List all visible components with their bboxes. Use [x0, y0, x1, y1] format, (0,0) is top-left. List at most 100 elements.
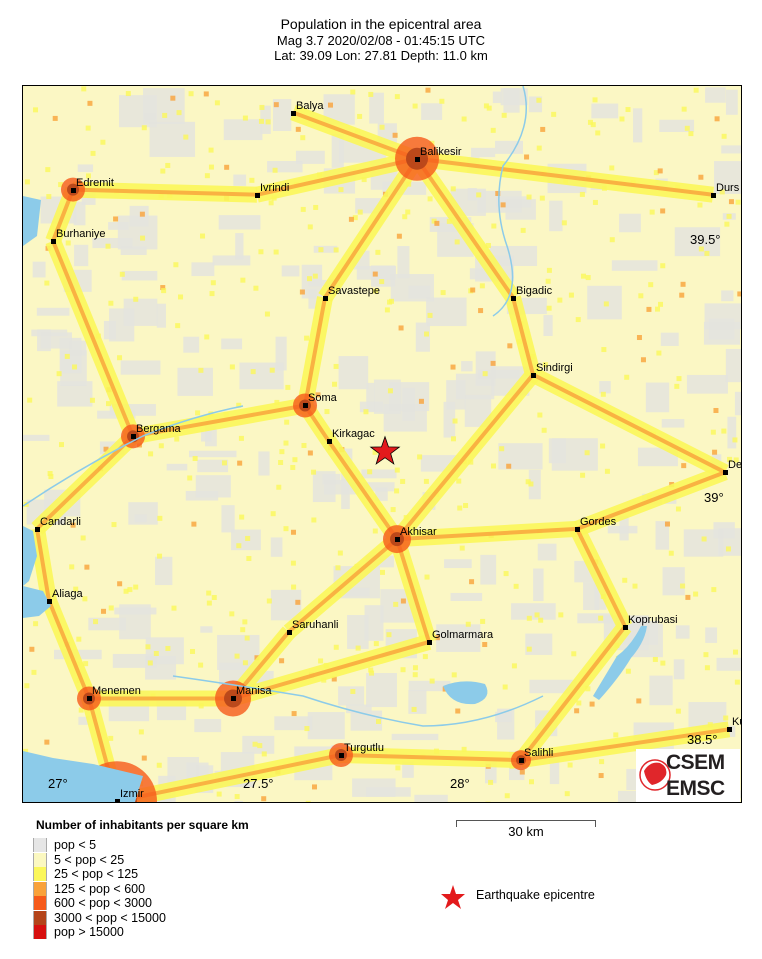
lat-label: 39° [704, 490, 724, 505]
sparse-area [492, 91, 502, 104]
populated-cell [693, 591, 699, 597]
city-marker [415, 156, 420, 162]
populated-cell [511, 663, 517, 669]
city-label: Menemen [92, 685, 141, 698]
populated-cell [301, 442, 307, 448]
populated-cell [459, 545, 465, 551]
populated-cell [338, 187, 344, 193]
road [47, 600, 91, 700]
populated-cell [528, 481, 534, 487]
populated-cell [640, 357, 646, 363]
populated-cell [171, 605, 177, 611]
populated-cell [119, 271, 125, 277]
populated-cell [609, 237, 615, 243]
populated-cell [546, 305, 552, 311]
populated-cell [469, 579, 475, 585]
populated-cell [200, 233, 206, 239]
sparse-area [270, 537, 283, 557]
legend-swatch [33, 910, 47, 925]
populated-cell [173, 262, 179, 268]
populated-cell [285, 384, 291, 390]
populated-cell [108, 300, 114, 306]
populated-cell [133, 584, 139, 590]
legend-label: 5 < pop < 25 [54, 852, 125, 867]
populated-cell [188, 91, 194, 97]
populated-cell [424, 331, 430, 337]
sparse-area [330, 587, 370, 597]
legend-label: pop > 15000 [54, 925, 124, 939]
city-marker [131, 434, 136, 440]
populated-cell [250, 369, 256, 375]
populated-cell [490, 463, 496, 469]
road [511, 297, 535, 376]
populated-cell [384, 307, 390, 313]
populated-cell [519, 769, 525, 775]
city-label: Soma [308, 392, 337, 405]
populated-cell [192, 455, 198, 461]
city-marker [115, 799, 120, 802]
populated-cell [240, 277, 246, 283]
sparse-area [443, 401, 456, 438]
populated-cell [83, 661, 89, 667]
sparse-area [239, 362, 284, 390]
populated-cell [195, 410, 201, 416]
road [132, 403, 306, 439]
populated-cell [595, 130, 601, 136]
populated-cell [261, 751, 267, 757]
road [416, 156, 714, 197]
populated-cell [536, 97, 542, 103]
legend-label: 25 < pop < 125 [54, 867, 139, 881]
sparse-area [366, 673, 397, 708]
populated-cell [423, 478, 429, 484]
lat-label: 38.5° [687, 732, 718, 747]
road [303, 297, 327, 406]
sparse-area [346, 704, 372, 714]
populated-cell [394, 94, 400, 100]
city-label: Balya [296, 99, 324, 112]
legend-title: Number of inhabitants per square km [36, 818, 249, 832]
populated-cell [153, 650, 159, 656]
populated-cell [295, 599, 301, 605]
populated-cell [501, 112, 507, 118]
populated-cell [259, 104, 265, 110]
sparse-area [549, 753, 560, 785]
sparse-area [498, 443, 543, 470]
sparse-area [675, 625, 690, 639]
road [532, 372, 726, 475]
city-marker [511, 295, 516, 301]
populated-cell [165, 162, 171, 168]
populated-cell [258, 249, 264, 255]
populated-cell [625, 107, 631, 113]
sparse-area [183, 336, 200, 353]
road [51, 240, 135, 438]
sparse-area [338, 686, 365, 706]
populated-cell [427, 312, 433, 318]
sparse-area [475, 351, 496, 386]
legend-swatch [33, 867, 47, 881]
populated-cell [486, 105, 492, 111]
sparse-area [525, 633, 553, 655]
populated-cell [106, 401, 112, 407]
populated-cell [735, 199, 741, 205]
sparse-area [408, 680, 451, 692]
sparse-area [121, 270, 158, 281]
populated-cell [89, 397, 95, 403]
populated-cell [239, 514, 245, 520]
sparse-area [543, 315, 553, 336]
populated-cell [412, 103, 418, 109]
populated-cell [712, 449, 718, 455]
populated-cell [246, 555, 252, 561]
populated-cell [333, 247, 339, 253]
populated-cell [704, 665, 710, 671]
sparse-area [551, 438, 598, 471]
sparse-area [369, 92, 384, 124]
city-marker [35, 526, 40, 532]
city-label: Candarli [40, 515, 81, 528]
sparse-area [77, 164, 94, 173]
city-label: Bigadic [516, 284, 553, 297]
populated-cell [561, 220, 567, 226]
populated-cell [726, 213, 732, 219]
populated-cell [541, 427, 547, 433]
populated-cell [479, 283, 485, 289]
populated-cell [264, 311, 270, 317]
